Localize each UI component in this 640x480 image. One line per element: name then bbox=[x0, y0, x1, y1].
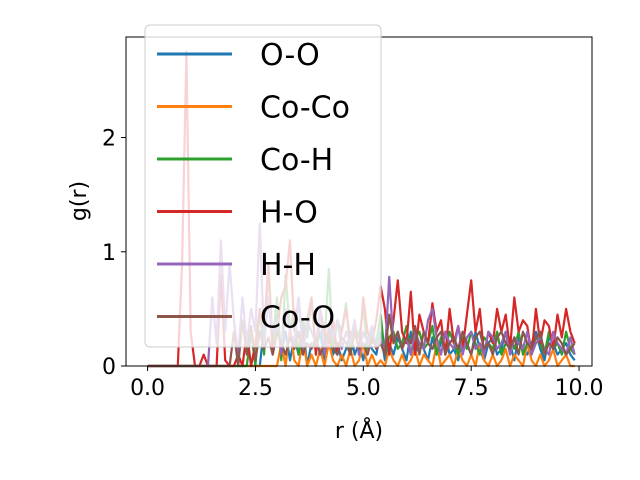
legend-label-h-o: H-O bbox=[260, 196, 318, 231]
x-axis-ticks: 0.0 2.5 5.0 7.5 10.0 bbox=[130, 366, 604, 401]
legend-box bbox=[144, 24, 382, 348]
x-tick-label: 10.0 bbox=[555, 376, 604, 401]
legend-label-h-h: H-H bbox=[260, 248, 316, 283]
x-tick-label: 0.0 bbox=[130, 376, 165, 401]
y-tick-label: 1 bbox=[102, 241, 116, 266]
legend-label-co-o: Co-O bbox=[260, 301, 335, 336]
y-tick-label: 0 bbox=[102, 355, 116, 380]
legend-label-co-h: Co-H bbox=[260, 143, 333, 178]
legend: O-O Co-Co Co-H H-O H-H Co-O bbox=[144, 24, 382, 348]
x-axis-label: r (Å) bbox=[335, 417, 383, 444]
series-line-co-o bbox=[147, 313, 576, 368]
legend-label-o-o: O-O bbox=[260, 38, 320, 73]
y-axis-label: g(r) bbox=[67, 181, 92, 221]
y-tick-label: 2 bbox=[102, 127, 116, 152]
x-tick-label: 7.5 bbox=[454, 376, 489, 401]
series-line-co-co bbox=[147, 324, 575, 368]
x-tick-label: 5.0 bbox=[346, 376, 381, 401]
legend-label-co-co: Co-Co bbox=[260, 91, 350, 126]
y-axis-ticks: 0 1 2 bbox=[102, 127, 126, 380]
x-tick-label: 2.5 bbox=[238, 376, 273, 401]
